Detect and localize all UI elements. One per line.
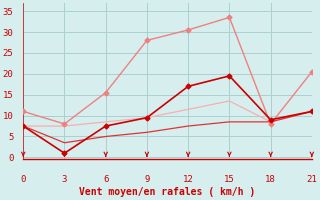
X-axis label: Vent moyen/en rafales ( km/h ): Vent moyen/en rafales ( km/h ) bbox=[79, 187, 256, 197]
